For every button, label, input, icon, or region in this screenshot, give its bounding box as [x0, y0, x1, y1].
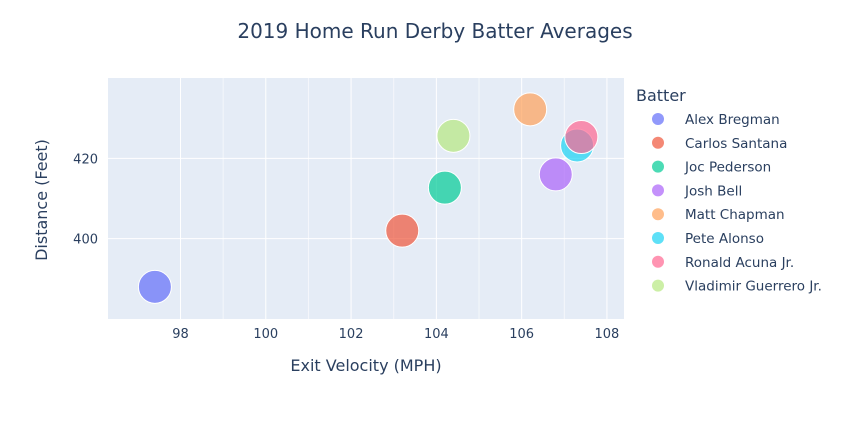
gridlines	[108, 78, 624, 319]
point-vladimir-guerrero-jr[interactable]	[436, 118, 471, 153]
legend-label: Carlos Santana	[685, 136, 787, 152]
data-points	[137, 92, 599, 304]
point-alex-bregman[interactable]	[137, 269, 172, 304]
legend-label: Ronald Acuna Jr.	[685, 255, 794, 271]
legend-marker	[652, 160, 664, 173]
legend-label: Josh Bell	[684, 183, 742, 199]
legend-item[interactable]: Alex Bregman	[652, 112, 780, 128]
point-josh-bell[interactable]	[538, 157, 573, 192]
point-matt-chapman[interactable]	[513, 92, 548, 127]
legend-item[interactable]: Ronald Acuna Jr.	[652, 255, 794, 271]
legend-label: Alex Bregman	[685, 112, 780, 128]
legend-marker	[652, 255, 664, 268]
x-axis-title: Exit Velocity (MPH)	[290, 356, 441, 375]
point-ronald-acuna-jr[interactable]	[564, 120, 599, 155]
point-joc-pederson[interactable]	[427, 170, 462, 205]
legend-label: Matt Chapman	[685, 207, 785, 223]
legend-item[interactable]: Joc Pederson	[652, 160, 771, 176]
x-tick-labels: 98 100 102 104 106 108	[172, 327, 619, 342]
x-tick-label: 98	[172, 327, 189, 342]
legend-label: Vladimir Guerrero Jr.	[685, 279, 822, 295]
x-tick-label: 106	[509, 327, 534, 342]
chart-title: 2019 Home Run Derby Batter Averages	[237, 19, 632, 43]
plot-area	[108, 78, 624, 319]
legend-item[interactable]: Josh Bell	[652, 183, 742, 199]
legend: Batter Alex Bregman Carlos Santana Joc Ped…	[636, 86, 822, 295]
legend-label: Joc Pederson	[684, 160, 771, 176]
legend-label: Pete Alonso	[685, 231, 764, 247]
legend-marker	[652, 208, 664, 221]
legend-item[interactable]: Matt Chapman	[652, 207, 785, 223]
legend-marker	[652, 232, 664, 244]
y-tick-label: 420	[73, 152, 98, 167]
legend-item[interactable]: Pete Alonso	[652, 231, 764, 247]
x-tick-label: 104	[424, 327, 449, 342]
x-tick-label: 100	[253, 327, 278, 342]
legend-marker	[652, 184, 664, 197]
legend-title: Batter	[636, 86, 686, 105]
legend-marker	[652, 113, 664, 125]
legend-marker	[652, 136, 664, 149]
y-tick-labels: 400 420	[73, 152, 98, 247]
legend-item[interactable]: Vladimir Guerrero Jr.	[652, 279, 822, 295]
legend-marker	[652, 279, 664, 292]
y-tick-label: 400	[73, 233, 98, 248]
point-carlos-santana[interactable]	[385, 213, 420, 248]
x-tick-label: 108	[595, 327, 620, 342]
x-tick-label: 102	[339, 327, 364, 342]
legend-item[interactable]: Carlos Santana	[652, 136, 787, 152]
y-axis-title: Distance (Feet)	[32, 139, 51, 261]
